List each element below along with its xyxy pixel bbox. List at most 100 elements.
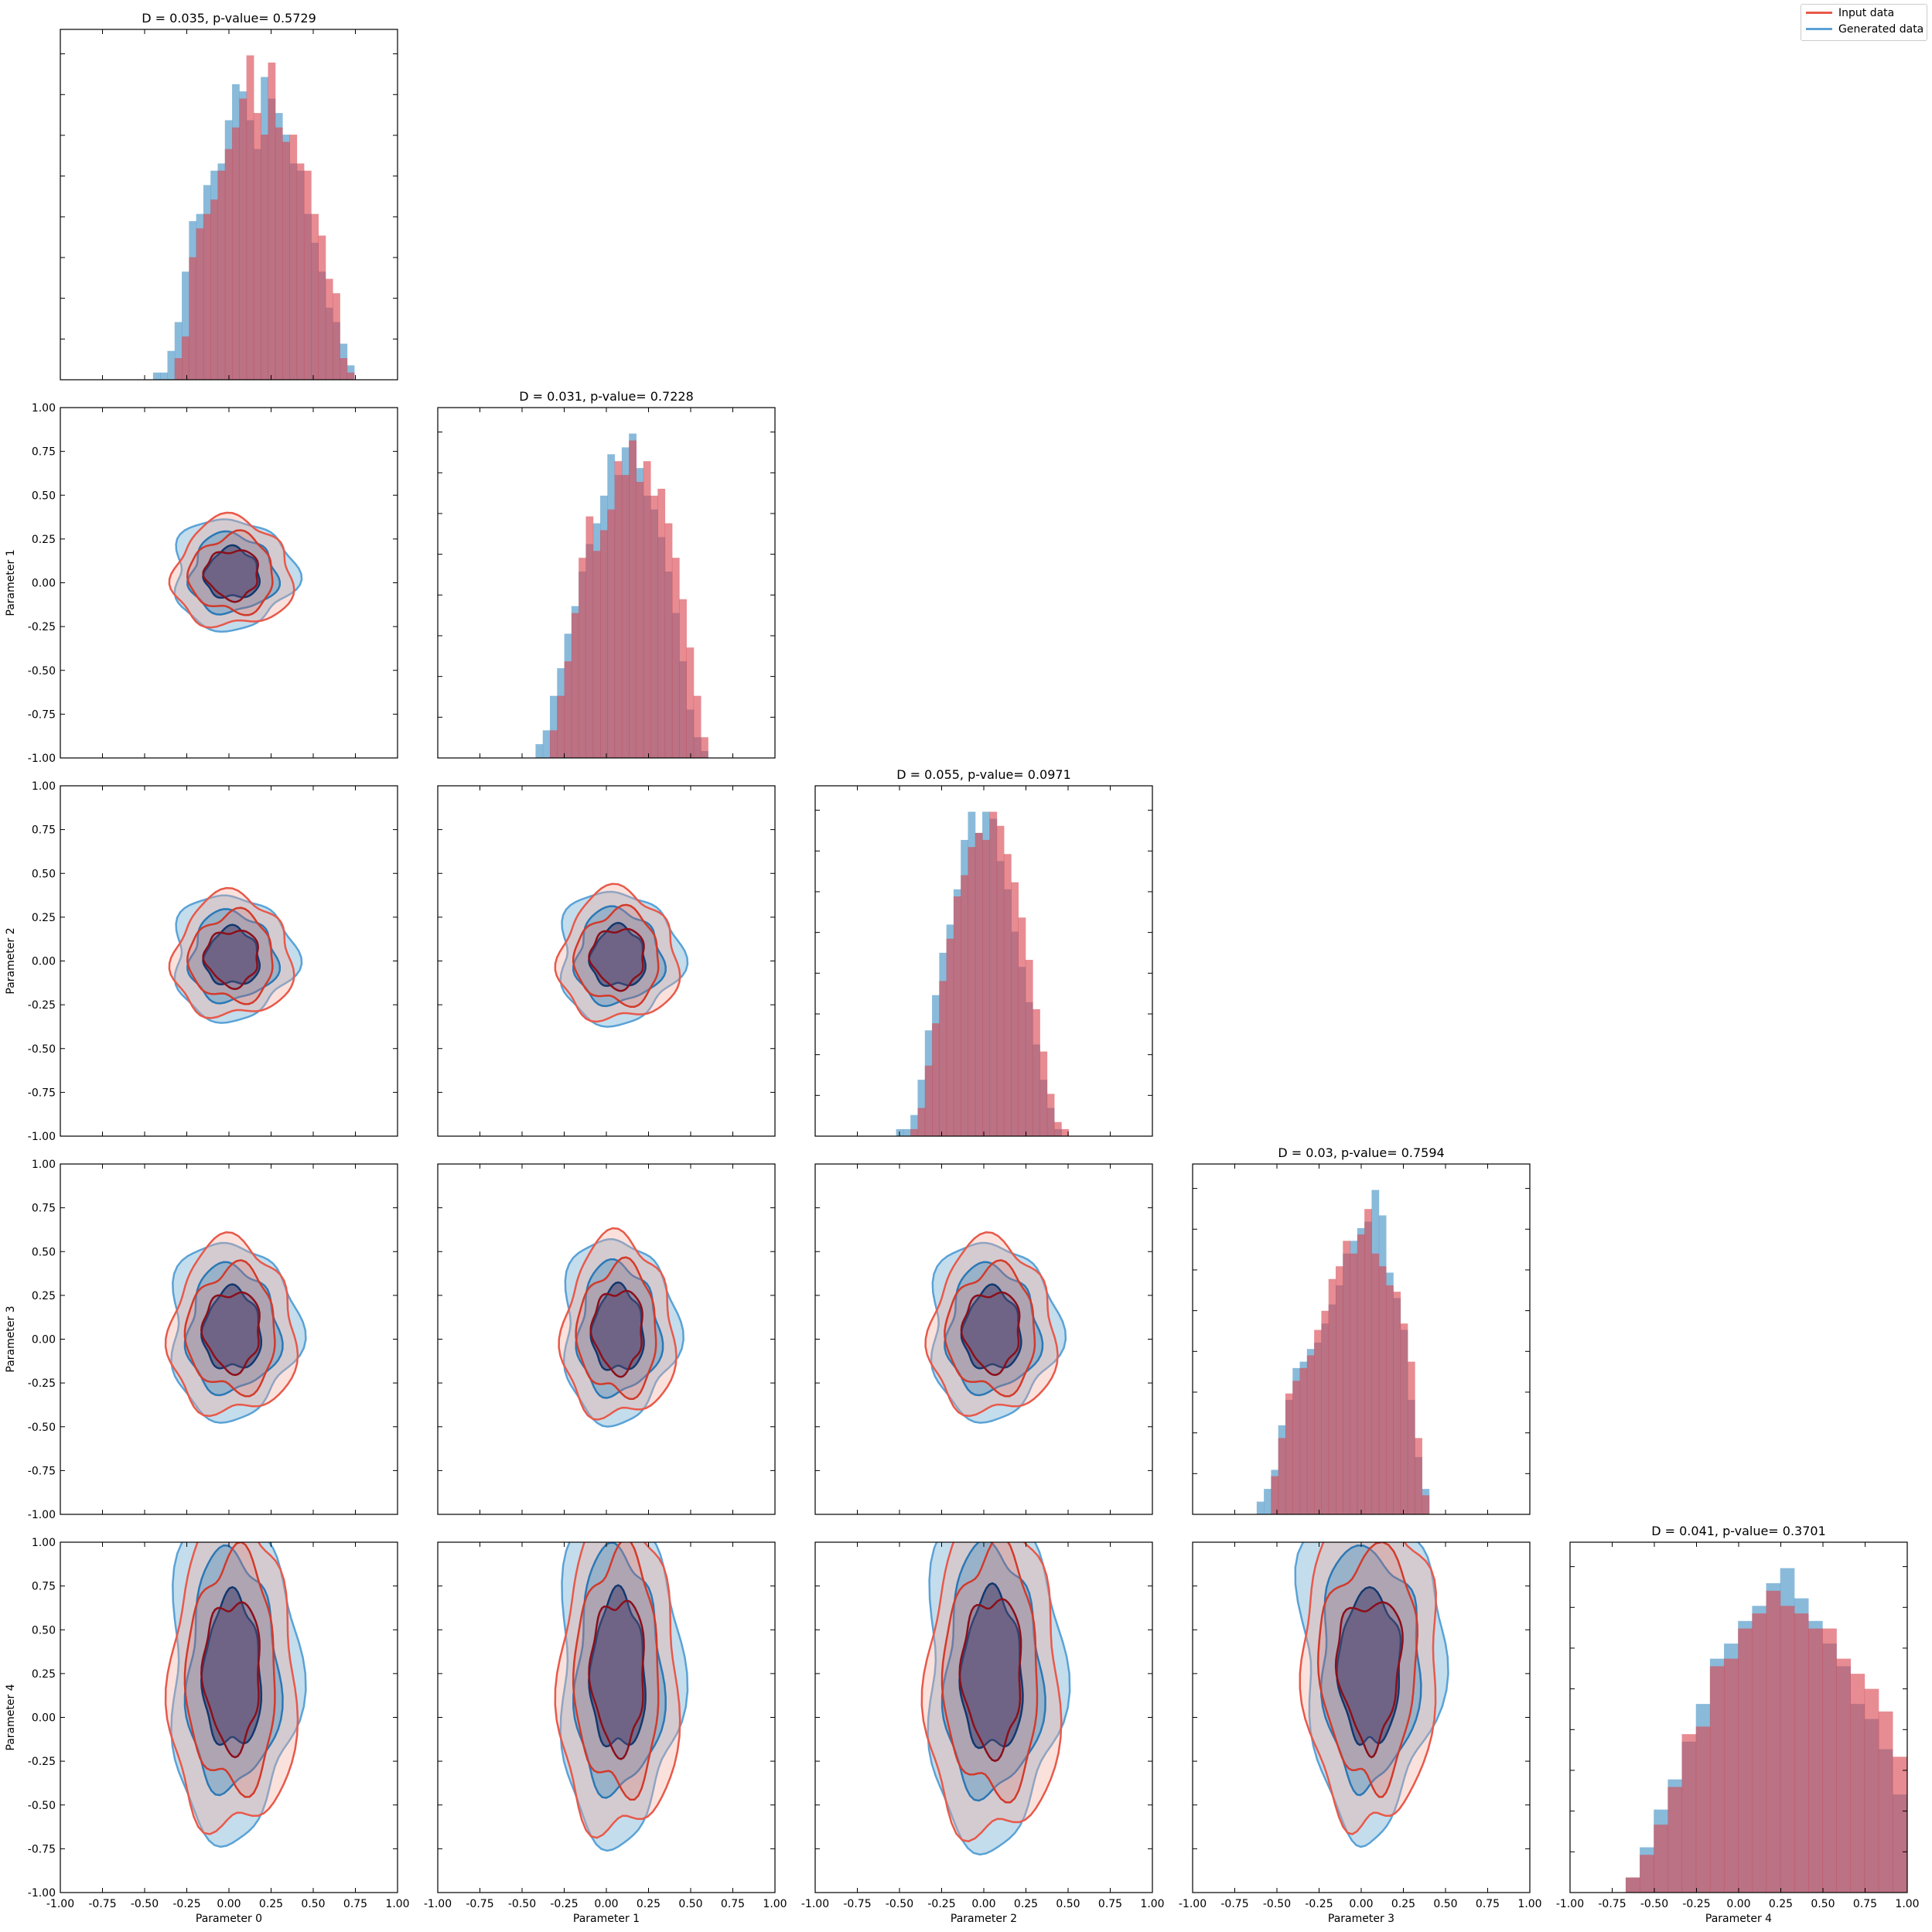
panel-plot-area — [168, 886, 303, 1024]
x-tick-label: -0.25 — [172, 1898, 200, 1910]
legend-line-input-icon — [1806, 12, 1832, 14]
x-tick-label: 0.25 — [1769, 1898, 1793, 1910]
x-tick-label: -1.00 — [1179, 1898, 1207, 1910]
hist-bar-input — [210, 199, 218, 380]
panel-frame — [1192, 1541, 1531, 1893]
y-tick-label: -1.00 — [28, 753, 56, 765]
hist-bar-input — [607, 509, 616, 758]
hist-bar-input — [1766, 1590, 1781, 1893]
x-tick-label: 0.75 — [721, 1898, 745, 1910]
hist-bar-input — [268, 62, 276, 380]
panel-plot-area — [924, 1231, 1067, 1424]
x-tick-label: 0.25 — [1391, 1898, 1415, 1910]
y-tick-label: -0.50 — [28, 1043, 56, 1056]
hist-bar-input — [1314, 1330, 1322, 1514]
hist-bar-input — [975, 832, 983, 1136]
hist-bar-generated — [896, 1128, 904, 1136]
panel-3-2 — [814, 1163, 1153, 1515]
panel-title: D = 0.041, p-value= 0.3701 — [1651, 1524, 1826, 1538]
panel-plot-area — [1294, 1542, 1449, 1848]
legend: Input data Generated data — [1801, 4, 1927, 41]
hist-bar-input — [261, 135, 268, 380]
panel-0-0: D = 0.035, p-value= 0.5729 — [60, 11, 398, 381]
hist-bar-input — [1343, 1241, 1351, 1514]
hist-bar-input — [679, 599, 687, 758]
hist-bar-input — [1625, 1877, 1640, 1893]
hist-bar-generated — [1256, 1501, 1265, 1514]
panel-3-3: D = 0.03, p-value= 0.7594 — [1192, 1145, 1531, 1515]
panel-plot-area — [164, 1542, 307, 1848]
hist-bar-generated — [910, 1114, 919, 1136]
hist-bar-input — [340, 358, 348, 380]
hist-bar-input — [253, 113, 261, 380]
hist-bar-generated — [550, 695, 558, 758]
hist-bar-input — [1400, 1323, 1408, 1514]
panel-plot-area — [554, 1542, 689, 1852]
panel-1-0: -1.00 -0.75 -0.50 -0.25 0.00 0.25 0.50 0.75 1.00… — [5, 402, 398, 765]
hist-bar-input — [1306, 1355, 1315, 1514]
panel-frame — [437, 1163, 776, 1515]
hist-bar-generated — [542, 730, 551, 758]
x-tick-label: 0.00 — [1349, 1898, 1373, 1910]
legend-item-input: Input data — [1801, 5, 1927, 21]
contour-input-level-2 — [200, 1601, 261, 1759]
hist-bar-input — [629, 440, 637, 758]
contour-input-level-2 — [589, 1289, 643, 1378]
hist-bar-generated — [167, 350, 176, 380]
hist-bar-input — [701, 737, 708, 758]
hist-bar-input — [664, 523, 673, 758]
hist-bar-input — [917, 1108, 926, 1136]
y-tick-label: -0.75 — [28, 1843, 56, 1855]
hist-bar-input — [1350, 1253, 1358, 1514]
hist-bar-input — [203, 213, 211, 380]
hist-bar-input — [1864, 1688, 1879, 1893]
legend-line-generated-icon — [1806, 28, 1832, 30]
panel-2-2: D = 0.055, p-value= 0.0971 — [814, 767, 1153, 1137]
legend-label-generated: Generated data — [1838, 22, 1924, 36]
panel-3-1 — [437, 1163, 776, 1515]
x-tick-label: -0.50 — [1263, 1898, 1291, 1910]
hist-bar-input — [1357, 1234, 1365, 1514]
y-tick-label: -0.25 — [28, 1377, 56, 1390]
hist-bar-input — [1061, 1128, 1070, 1136]
y-tick-label: 0.50 — [32, 868, 56, 880]
panel-plot-area — [554, 882, 689, 1028]
panel-4-3: -1.00 -0.75 -0.50 -0.25 0.00 0.25 0.50 0.75 1.00… — [1179, 1541, 1542, 1925]
hist-bar-input — [564, 661, 572, 758]
hist-bar-input — [982, 840, 990, 1136]
y-tick-label: -0.50 — [28, 1800, 56, 1812]
hist-bar-input — [1046, 1094, 1055, 1136]
panel-1-1: D = 0.031, p-value= 0.7228 — [437, 389, 776, 759]
y-tick-label: 1.00 — [32, 1159, 56, 1171]
x-tick-label: -0.75 — [843, 1898, 871, 1910]
y-tick-label: -1.00 — [28, 1887, 56, 1900]
y-tick-label: -0.50 — [28, 665, 56, 678]
y-axis-label: Parameter 3 — [5, 1306, 17, 1372]
panel-2-0: -1.00 -0.75 -0.50 -0.25 0.00 0.25 0.50 0.75 1.00… — [5, 780, 398, 1143]
x-tick-label: -1.00 — [1556, 1898, 1584, 1910]
hist-bar-input — [174, 358, 183, 380]
hist-bar-input — [289, 135, 298, 380]
hist-bar-input — [932, 1023, 940, 1136]
panel-plot-area — [168, 511, 303, 633]
hist-bar-input — [1738, 1628, 1753, 1893]
hist-bar-input — [1025, 960, 1033, 1136]
hist-bar-input — [1278, 1438, 1286, 1514]
panel-plot-area — [920, 1542, 1071, 1856]
hist-bar-input — [1378, 1266, 1387, 1514]
hist-bar-input — [592, 551, 601, 758]
hist-bar-input — [182, 336, 189, 380]
hist-bar-input — [296, 163, 305, 380]
x-tick-label: -0.50 — [1640, 1898, 1668, 1910]
contour-input-level-2 — [588, 927, 645, 992]
hist-bar-generated — [152, 372, 161, 380]
x-tick-label: 1.00 — [763, 1898, 787, 1910]
hist-bar-generated — [174, 322, 183, 380]
panel-title: D = 0.03, p-value= 0.7594 — [1278, 1145, 1444, 1160]
hist-bar-input — [910, 1128, 919, 1136]
panel-frame — [437, 1541, 776, 1893]
y-tick-label: 0.50 — [32, 490, 56, 502]
hist-bar-input — [1822, 1628, 1837, 1893]
hist-bar-input — [1724, 1658, 1739, 1893]
panel-frame — [60, 1541, 398, 1893]
